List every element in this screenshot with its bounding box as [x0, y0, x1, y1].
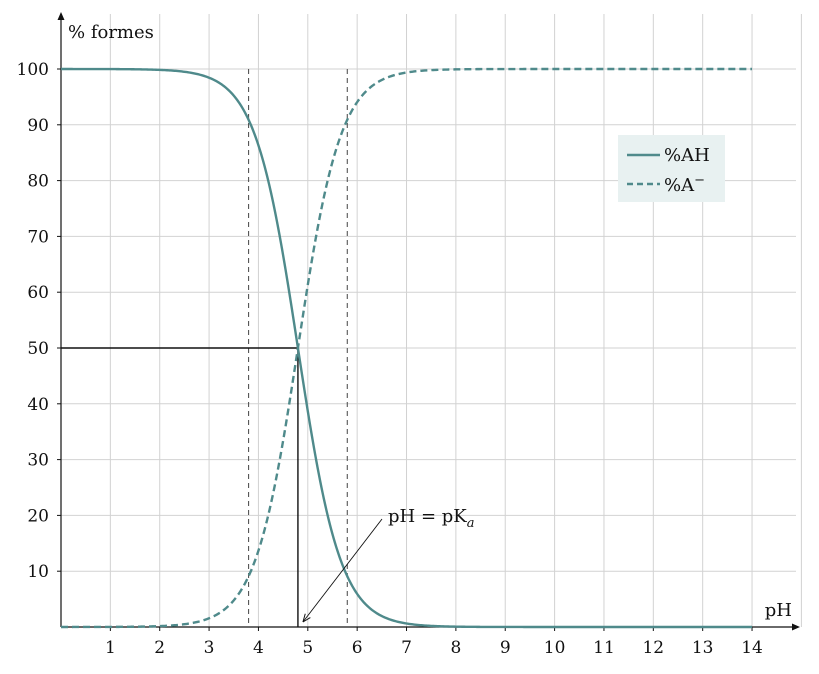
- x-tick-label: 14: [741, 638, 763, 658]
- x-axis-label: pH: [765, 600, 792, 621]
- legend-entry-a-minus-base: %A: [664, 175, 695, 196]
- y-tick-label: 70: [27, 227, 49, 247]
- series-ah-line: [61, 67, 753, 629]
- x-tick-label: 8: [450, 638, 461, 658]
- y-tick-label: 30: [27, 451, 49, 471]
- y-tick-label: 40: [27, 395, 49, 415]
- x-tick-label: 9: [500, 638, 511, 658]
- x-tick-label: 11: [593, 638, 615, 658]
- y-tick-label: 80: [27, 172, 49, 192]
- x-axis-arrowhead: [792, 623, 800, 631]
- x-tick-label: 7: [401, 638, 412, 658]
- pka-annotation-text: pH = pKa: [388, 506, 474, 531]
- y-tick-label: 20: [27, 506, 49, 526]
- y-tick-label: 50: [27, 339, 49, 359]
- x-tick-label: 10: [544, 638, 566, 658]
- pka-annotation: pH = pKa: [302, 506, 474, 623]
- curves: [61, 67, 753, 629]
- x-tick-label: 6: [352, 638, 363, 658]
- grid: [61, 14, 802, 627]
- y-tick-label: 10: [27, 562, 49, 582]
- axes: [57, 12, 800, 631]
- pka-annotation-main: pH = pK: [388, 506, 467, 527]
- x-tick-label: 12: [642, 638, 664, 658]
- y-tick-label: 60: [27, 283, 49, 303]
- legend-entry-a-minus: %A−: [664, 173, 705, 196]
- x-tick-label: 2: [154, 638, 165, 658]
- x-tick-label: 3: [204, 638, 215, 658]
- x-tick-label: 13: [692, 638, 714, 658]
- legend-box: [618, 135, 725, 202]
- legend-entry-a-minus-superscript: −: [694, 173, 705, 188]
- series-a-minus-line: [61, 67, 753, 629]
- legend: %AH %A−: [618, 135, 725, 202]
- reference-lines: [61, 69, 348, 627]
- y-axis-arrowhead: [57, 12, 65, 20]
- pka-annotation-subscript: a: [467, 516, 475, 531]
- y-tick-label: 90: [27, 116, 49, 136]
- y-tick-label: 100: [17, 60, 49, 80]
- legend-entry-ah: %AH: [664, 145, 710, 166]
- pka-annotation-arrowhead: [302, 613, 311, 623]
- pka-annotation-arrow: [302, 518, 383, 623]
- x-tick-label: 4: [253, 638, 264, 658]
- x-tick-label: 5: [302, 638, 313, 658]
- y-axis-label: % formes: [68, 22, 154, 43]
- x-tick-label: 1: [105, 638, 116, 658]
